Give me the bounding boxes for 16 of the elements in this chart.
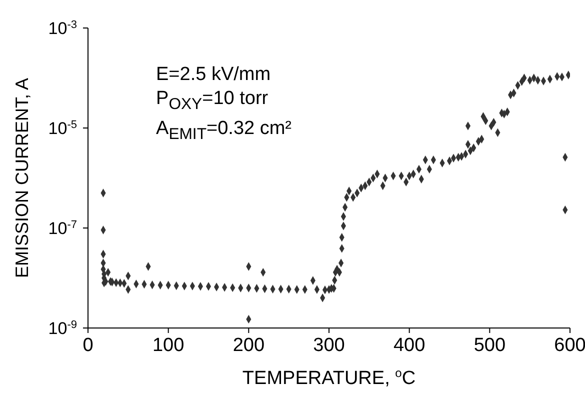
y-tick-label: 10$^{-5}$ xyxy=(48,119,77,138)
x-tick-label: 0 xyxy=(82,335,94,356)
x-axis-title: TEMPERATURE, $^{o}$C xyxy=(242,366,416,389)
x-tick-label: 500 xyxy=(474,335,506,356)
x-tick-label: 400 xyxy=(393,335,426,356)
y-tick-label: 10$^{-3}$ xyxy=(48,19,77,38)
x-tick-label: 300 xyxy=(313,335,345,356)
x-tick-label: 600 xyxy=(554,335,585,356)
annotation: E=2.5 kV/mm xyxy=(156,63,272,87)
annotation: P$_{OXY}$=10 torr xyxy=(156,87,270,115)
annotation: A$_{EMIT}$=0.32 cm² xyxy=(156,116,292,145)
y-axis-title: EMISSION CURRENT, A xyxy=(12,78,32,278)
y-tick-label: 10$^{-9}$ xyxy=(48,319,77,338)
x-tick-label: 100 xyxy=(152,335,184,356)
x-tick-label: 200 xyxy=(232,335,265,356)
y-tick-label: 10$^{-7}$ xyxy=(48,219,77,238)
